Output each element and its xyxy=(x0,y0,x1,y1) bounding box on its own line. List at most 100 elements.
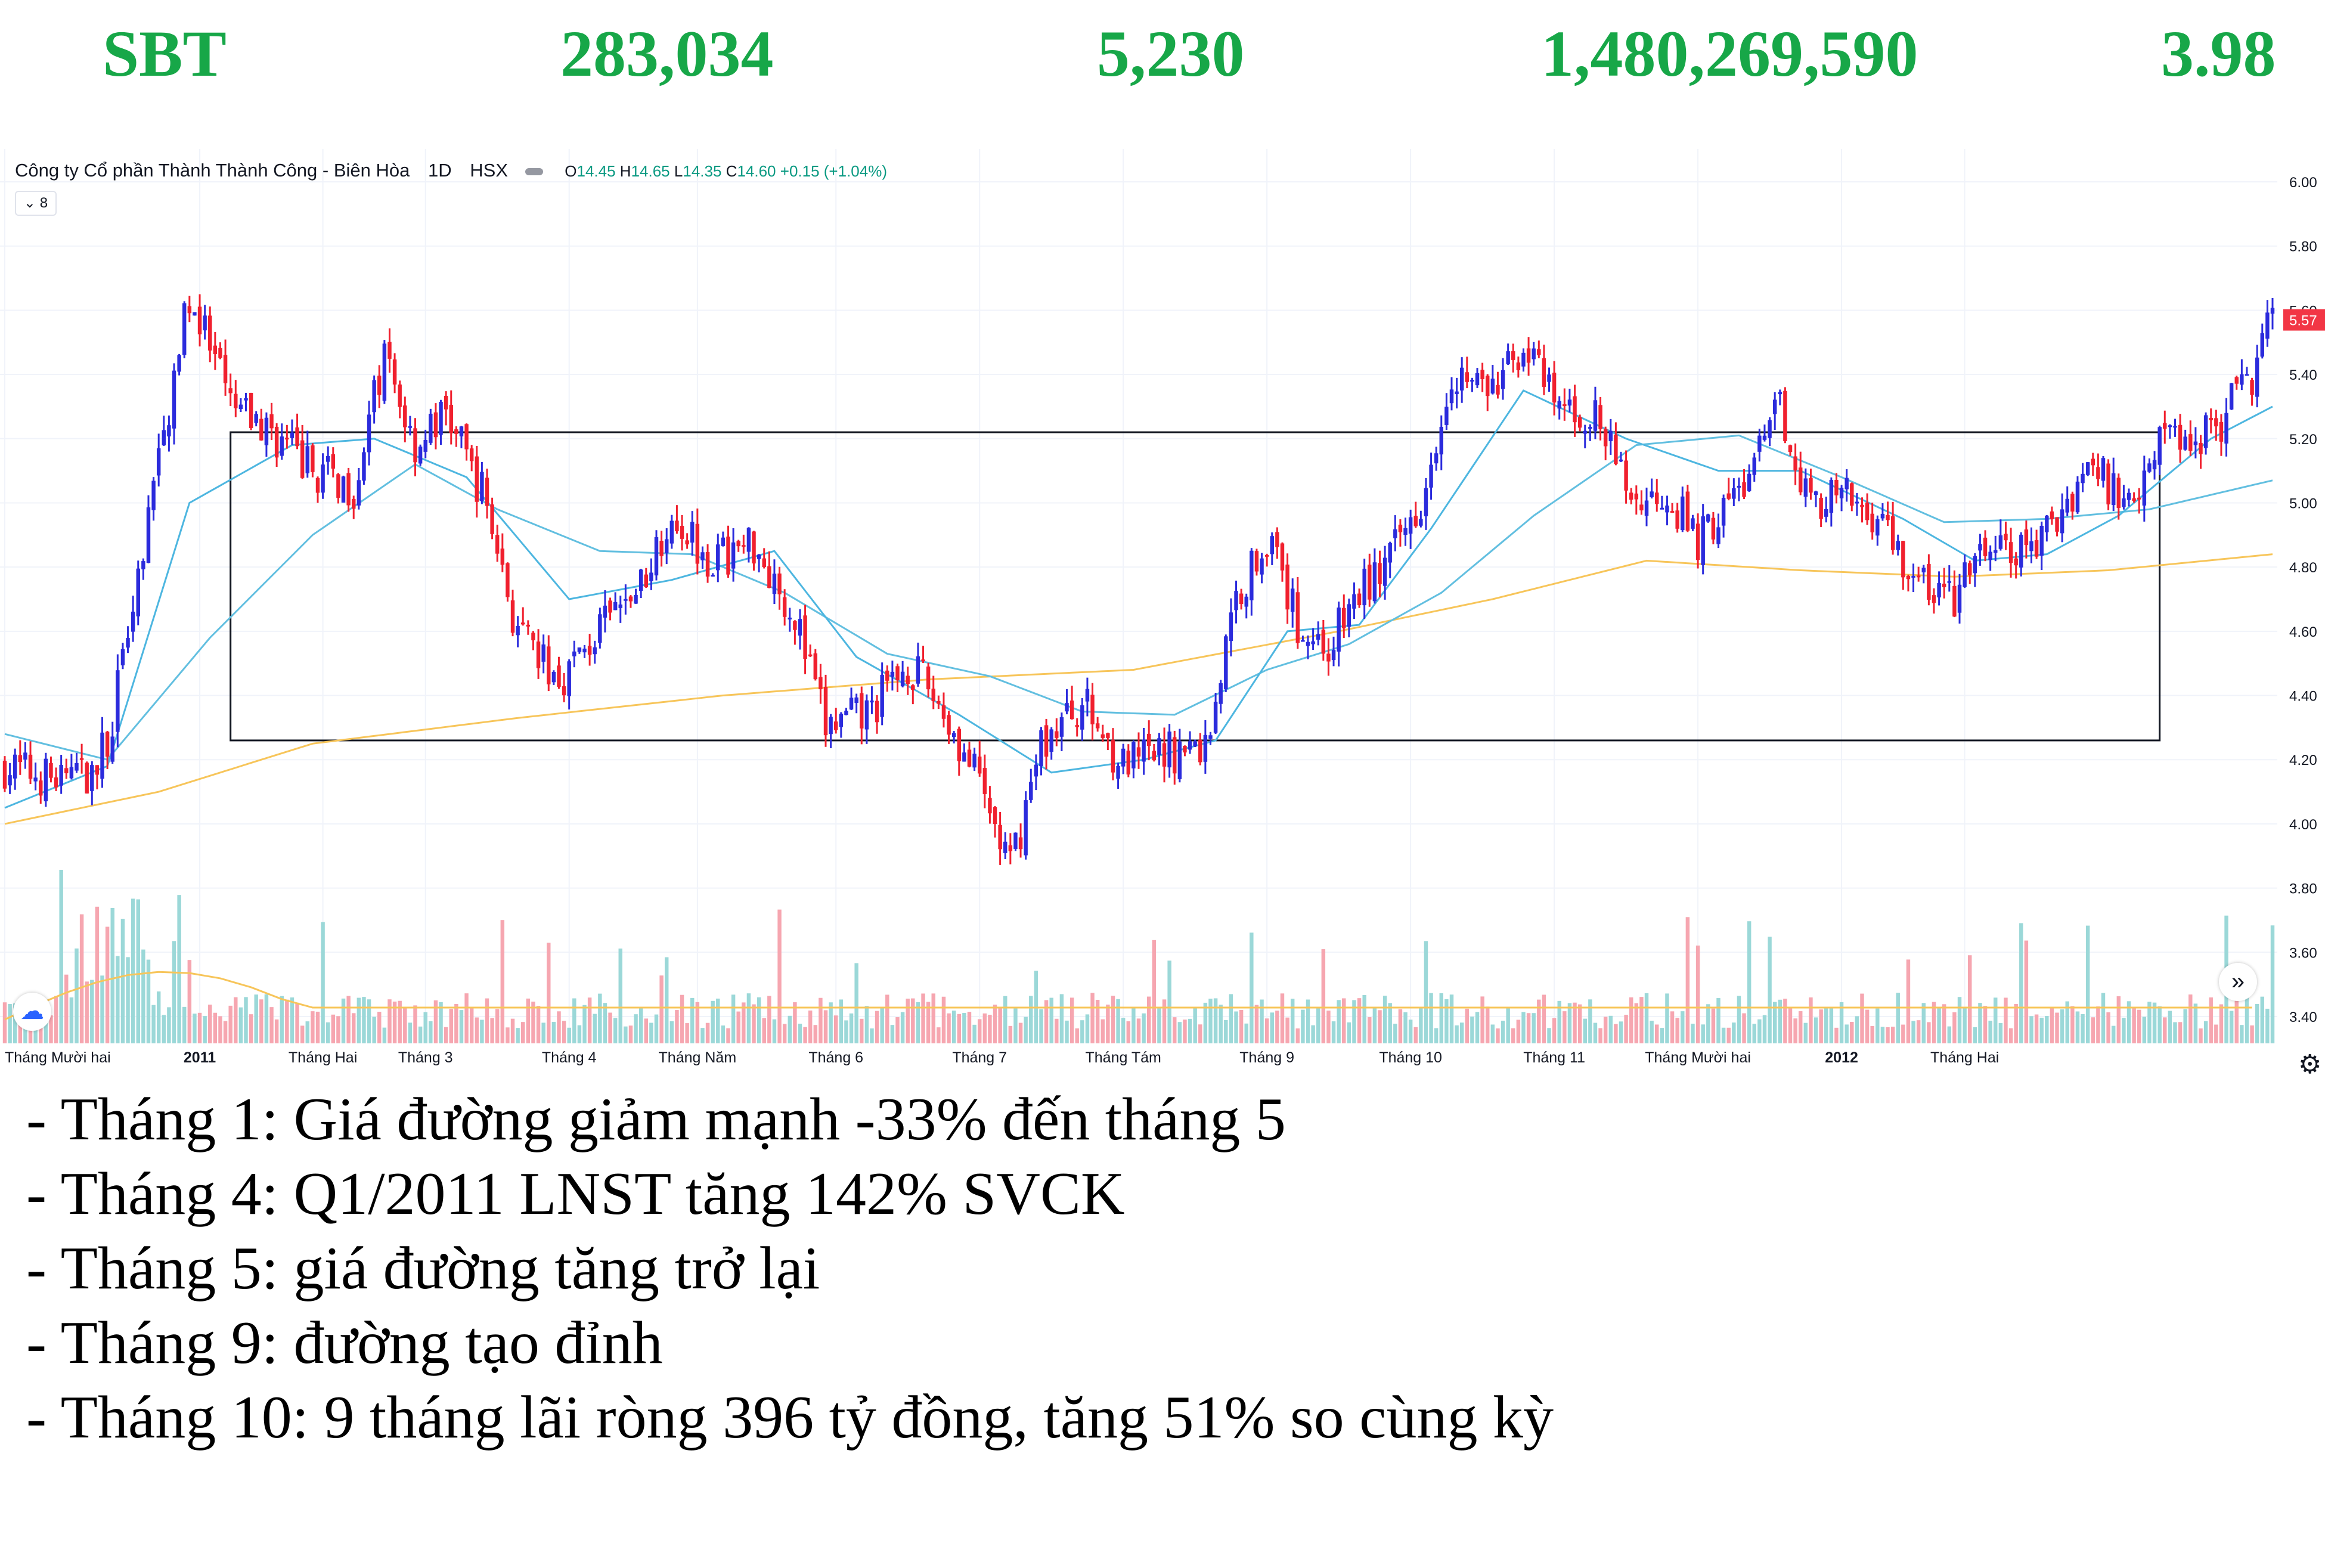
volume-bar xyxy=(75,948,79,1043)
volume-bar xyxy=(1003,996,1008,1043)
candle xyxy=(1716,527,1720,544)
volume-bar xyxy=(1424,941,1428,1043)
volume-bar xyxy=(2065,1001,2069,1043)
candle xyxy=(1608,430,1613,442)
volume-bar xyxy=(120,919,125,1043)
volume-bar xyxy=(1998,1023,2003,1043)
candle xyxy=(1229,612,1233,642)
candle xyxy=(1337,608,1341,652)
volume-bar xyxy=(680,994,684,1043)
high-key: H xyxy=(619,162,631,180)
volume-bar xyxy=(1193,1008,1197,1043)
volume-bar xyxy=(1049,997,1053,1043)
candle xyxy=(54,777,58,788)
x-tick-label: Tháng 7 xyxy=(952,1049,1007,1066)
volume-bar xyxy=(1788,1008,1793,1043)
tradingview-logo-icon[interactable]: ☁ xyxy=(13,993,51,1031)
candle xyxy=(2126,492,2131,500)
chart-canvas[interactable]: 6.005.805.605.405.205.004.804.604.404.20… xyxy=(0,149,2325,1079)
scroll-to-realtime-icon[interactable]: » xyxy=(2219,963,2257,1001)
candle xyxy=(557,665,561,687)
volume-bar xyxy=(1983,1006,1988,1043)
candle xyxy=(2265,312,2270,339)
candle xyxy=(131,611,135,632)
candle xyxy=(1798,467,1803,492)
volume-bar xyxy=(721,1025,726,1043)
volume-bar xyxy=(480,1019,484,1043)
volume-bar xyxy=(1870,1025,1874,1043)
candle xyxy=(808,654,813,656)
candle xyxy=(1532,348,1536,360)
volume-bar xyxy=(1876,1008,1880,1043)
volume-bar xyxy=(1927,1022,1931,1043)
candle xyxy=(1768,420,1772,438)
candle xyxy=(962,752,966,762)
candle xyxy=(1388,543,1392,563)
collapse-legend-icon[interactable] xyxy=(525,168,543,175)
candle xyxy=(1203,735,1208,762)
candle xyxy=(711,575,715,577)
volume-bar xyxy=(1957,997,1962,1043)
candle xyxy=(757,554,761,559)
volume-bar xyxy=(2193,1003,2198,1043)
volume-bar xyxy=(413,1005,417,1043)
candle xyxy=(2260,333,2265,357)
volume-bar xyxy=(1706,1004,1710,1043)
volume-bar xyxy=(167,1007,171,1043)
volume-bar xyxy=(2,1002,7,1043)
volume-bar xyxy=(613,1018,618,1043)
volume-bar xyxy=(1264,1018,1269,1043)
volume-bar xyxy=(808,1010,813,1043)
volume-bar xyxy=(1100,1019,1105,1043)
candle xyxy=(162,430,166,445)
volume-bar xyxy=(772,1019,777,1043)
candle xyxy=(1116,766,1120,779)
candle xyxy=(290,432,294,438)
gear-icon[interactable]: ⚙ xyxy=(2298,1050,2322,1079)
candle xyxy=(1644,500,1649,516)
candle xyxy=(2116,478,2121,508)
candle xyxy=(1865,502,1870,520)
candle xyxy=(459,426,464,436)
candle xyxy=(2075,481,2080,513)
indicators-toggle[interactable]: ⌄ 8 xyxy=(15,191,57,216)
volume-bar xyxy=(941,996,946,1043)
candle xyxy=(2101,458,2106,481)
volume-bar xyxy=(311,1011,315,1043)
volume-bar xyxy=(937,1027,941,1043)
ma-long-line xyxy=(4,553,2273,825)
candle xyxy=(1711,517,1716,540)
candle xyxy=(413,428,417,463)
volume-bar xyxy=(716,998,720,1043)
volume-bar xyxy=(469,1008,474,1043)
candle xyxy=(1132,742,1136,768)
candle xyxy=(1470,380,1474,382)
volume-bar xyxy=(557,1011,561,1043)
volume-bar xyxy=(1250,932,1254,1043)
volume-bar xyxy=(177,895,181,1043)
candle xyxy=(2045,515,2049,532)
volume-bar xyxy=(136,899,140,1043)
volume-bar xyxy=(972,1024,976,1043)
candle xyxy=(951,733,956,737)
x-tick-label: Tháng 3 xyxy=(398,1049,453,1066)
candle xyxy=(510,600,515,633)
volume-bar xyxy=(1901,1024,1905,1043)
volume-bar xyxy=(1880,1027,1885,1043)
volume-bar xyxy=(618,948,622,1043)
volume-bar xyxy=(2024,940,2029,1043)
interval-label[interactable]: 1D xyxy=(427,160,452,181)
volume-bar xyxy=(628,1025,633,1043)
volume-bar xyxy=(1157,1007,1161,1043)
volume-bar xyxy=(1911,1021,1915,1043)
symbol-name[interactable]: Công ty Cổ phần Thành Thành Công - Biên … xyxy=(15,160,410,181)
note-line: - Tháng 10: 9 tháng lãi ròng 396 tỷ đồng… xyxy=(26,1384,1554,1451)
candle xyxy=(1901,541,1905,578)
candle xyxy=(762,558,766,568)
price-chart[interactable]: 6.005.805.605.405.205.004.804.604.404.20… xyxy=(0,149,2325,1079)
volume-bar xyxy=(1321,949,1326,1043)
volume-bar xyxy=(433,1000,438,1043)
volume-bar xyxy=(1413,1027,1418,1043)
volume-bar xyxy=(1183,1019,1187,1043)
candle xyxy=(1378,563,1382,584)
